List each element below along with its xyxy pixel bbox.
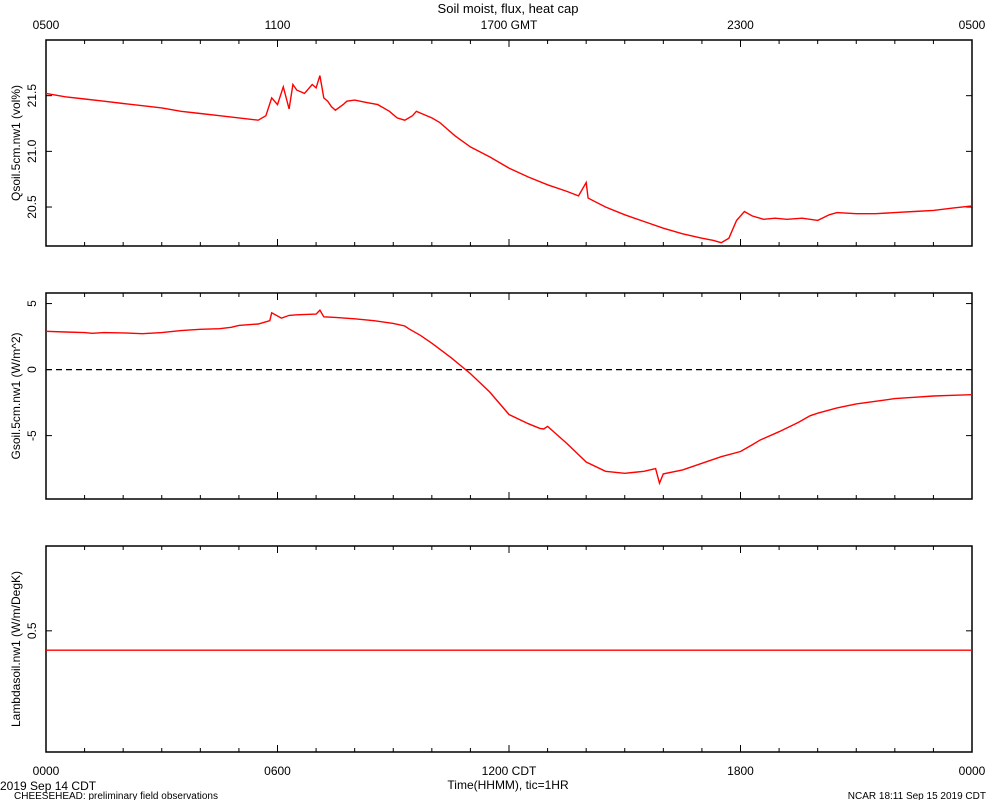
y-tick-label: 0 xyxy=(25,366,39,373)
series-soil-heat-flux-line xyxy=(45,309,973,486)
panel-soil-moisture: 20.5 21.0 21.5 Qsoil.5cm.nw1 (vol%) xyxy=(9,39,973,247)
bottom-axis-tick-label: 0600 xyxy=(264,764,291,778)
bottom-axis-tick-label: 0000 xyxy=(33,764,60,778)
panel-soil-heat-flux-ylabel: Gsoil.5cm.nw1 (W/m^2) xyxy=(9,333,23,460)
footer-timestamp: NCAR 18:11 Sep 15 2019 CDT xyxy=(848,791,986,800)
top-axis-tick-label: 1700 GMT xyxy=(481,18,538,32)
y-tick-label: 21.0 xyxy=(25,139,39,163)
panel-soil-moisture-ylabel: Qsoil.5cm.nw1 (vol%) xyxy=(9,85,23,201)
series-soil-moisture-line xyxy=(45,75,973,244)
panel-soil-heat-flux: -5 0 5 Gsoil.5cm.nw1 (W/m^2) xyxy=(9,292,973,500)
bottom-axis-tick-label: 0000 xyxy=(959,764,986,778)
footer-source: CHEESEHEAD: preliminary field observatio… xyxy=(14,791,218,800)
panel-soil-heat-flux-frame xyxy=(45,292,973,500)
y-tick-label: 20.5 xyxy=(25,195,39,219)
y-tick-label: 5 xyxy=(25,300,39,307)
top-axis-tick-label: 2300 xyxy=(727,18,754,32)
panel-thermal-conductivity-frame xyxy=(45,545,973,753)
top-axis-tick-label: 0500 xyxy=(959,18,986,32)
panel-thermal-conductivity-ylabel: Lambdasoil.nw1 (W/m/DegK) xyxy=(9,571,23,727)
chart-title: Soil moist, flux, heat cap xyxy=(438,1,579,16)
bottom-axis-tick-label: 1800 xyxy=(727,764,754,778)
top-axis-tick-label: 0500 xyxy=(33,18,60,32)
footer-date: 2019 Sep 14 CDT xyxy=(0,779,97,793)
y-tick-label: 21.5 xyxy=(25,84,39,108)
x-axis-label: Time(HHMM), tic=1HR xyxy=(447,778,569,792)
panel-soil-moisture-frame xyxy=(45,39,973,247)
y-tick-label: -5 xyxy=(25,430,39,441)
top-axis-ticks: 0500 1100 1700 GMT 2300 0500 xyxy=(33,18,986,32)
panel-thermal-conductivity: 0.5 Lambdasoil.nw1 (W/m/DegK) xyxy=(9,545,973,753)
bottom-axis-ticks: 0000 0600 1200 CDT 1800 0000 xyxy=(33,764,986,778)
y-tick-label: 0.5 xyxy=(25,622,39,639)
top-axis-tick-label: 1100 xyxy=(265,18,291,32)
bottom-axis-tick-label: 1200 CDT xyxy=(482,764,537,778)
